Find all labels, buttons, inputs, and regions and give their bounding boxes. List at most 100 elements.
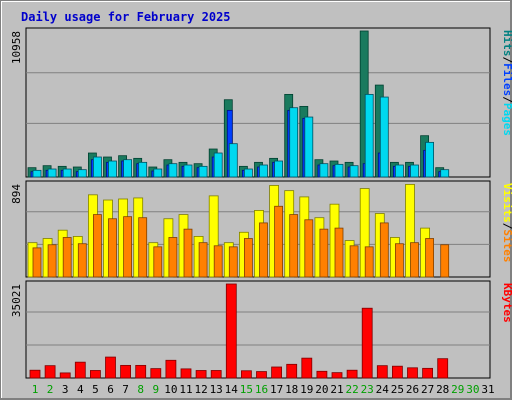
day-label-28: 28 [436,383,449,396]
bar-kbytes-day-17 [271,366,283,379]
day-label-2: 2 [47,383,54,396]
bar-sites-day-23 [364,246,374,278]
bar-kbytes-day-24 [376,365,388,379]
bar-kbytes-day-3 [59,372,71,379]
bar-kbytes-day-16 [256,371,267,379]
bar-pages-day-18 [289,107,299,178]
bar-pages-day-6 [108,160,117,178]
bar-sites-day-7 [123,216,132,278]
bar-pages-day-10 [168,163,178,178]
day-label-16: 16 [255,383,268,396]
bar-sites-day-20 [319,228,329,278]
bar-sites-day-13 [213,245,223,278]
bar-kbytes-day-13 [210,370,222,379]
bar-sites-day-28 [440,244,450,278]
bar-kbytes-day-7 [120,364,131,379]
day-label-3: 3 [62,383,69,396]
day-label-27: 27 [421,383,434,396]
bar-sites-day-27 [425,238,435,278]
bar-kbytes-day-1 [29,369,41,379]
bar-sites-day-1 [32,247,42,278]
bar-pages-day-7 [123,159,132,178]
panel-background [25,27,491,178]
bar-pages-day-28 [440,169,450,178]
day-label-18: 18 [285,383,298,396]
bar-kbytes-day-22 [346,369,358,379]
bar-sites-day-21 [334,227,344,278]
bar-sites-day-22 [349,245,359,278]
scale-label-hits-files-pages: 10958 [10,31,23,64]
day-label-25: 25 [391,383,404,396]
day-label-11: 11 [179,383,192,396]
panel-background [25,280,491,379]
bar-kbytes-day-15 [240,370,252,379]
bar-sites-day-18 [289,214,299,278]
day-label-14: 14 [225,383,239,396]
day-label-20: 20 [315,383,328,396]
bar-kbytes-day-8 [135,364,147,379]
bar-sites-day-3 [62,237,72,278]
day-label-29: 29 [451,383,464,396]
bar-kbytes-day-12 [195,370,207,379]
bar-pages-day-26 [410,164,419,178]
bar-pages-day-27 [425,141,435,178]
bar-kbytes-day-28 [437,358,449,379]
bar-pages-day-23 [364,93,374,178]
bar-pages-day-16 [259,164,268,178]
bar-sites-day-26 [410,242,419,278]
bar-kbytes-day-11 [180,368,192,379]
bar-kbytes-day-10 [165,359,177,379]
bar-pages-day-13 [213,152,223,178]
bar-pages-day-22 [349,165,359,178]
bar-kbytes-day-9 [150,368,162,379]
bar-kbytes-day-4 [74,361,86,379]
bar-pages-day-9 [153,168,163,178]
day-label-19: 19 [300,383,313,396]
bar-kbytes-day-14 [225,283,237,379]
bar-pages-day-1 [32,169,42,178]
day-label-12: 12 [194,383,207,396]
bar-sites-day-10 [168,237,178,278]
bar-sites-day-9 [153,246,163,278]
day-label-10: 10 [164,383,177,396]
bar-kbytes-day-20 [316,370,328,379]
day-label-13: 13 [210,383,223,396]
bar-kbytes-day-2 [44,365,56,379]
scale-label-kbytes: 35021 [10,284,23,317]
bar-pages-day-24 [379,96,389,178]
panel-visits-sites: 894 Visits/Sites [10,180,512,278]
bar-pages-day-5 [93,156,102,178]
bar-sites-day-16 [259,222,268,278]
bar-sites-day-11 [183,228,193,278]
day-label-17: 17 [270,383,283,396]
chart-title: Daily usage for February 2025 [21,10,231,24]
bar-kbytes-day-23 [361,307,373,379]
scale-label-visits-sites: 894 [10,184,23,204]
bar-pages-day-15 [243,168,253,178]
bar-sites-day-24 [379,222,389,278]
bar-pages-day-19 [304,116,314,178]
bar-sites-day-5 [93,214,102,278]
day-label-8: 8 [137,383,144,396]
legend-hits-files-pages: Hits/Files/Pages [501,30,512,136]
legend-entry: / [501,57,512,64]
day-label-26: 26 [406,383,419,396]
bar-pages-day-21 [334,163,344,178]
bar-kbytes-day-26 [407,367,418,379]
bar-pages-day-2 [47,168,57,178]
bar-sites-day-19 [304,219,314,278]
bar-visits-day-23 [359,188,370,278]
day-label-7: 7 [122,383,129,396]
bar-visits-day-13 [208,195,219,278]
legend-entry: Pages [501,103,512,136]
bar-sites-day-17 [274,205,284,278]
day-label-23: 23 [361,383,374,396]
bar-pages-day-12 [198,165,208,178]
legend-entry: / [501,223,512,230]
bar-sites-day-2 [47,244,57,278]
bar-kbytes-day-6 [105,356,116,379]
bar-sites-day-4 [77,243,87,278]
